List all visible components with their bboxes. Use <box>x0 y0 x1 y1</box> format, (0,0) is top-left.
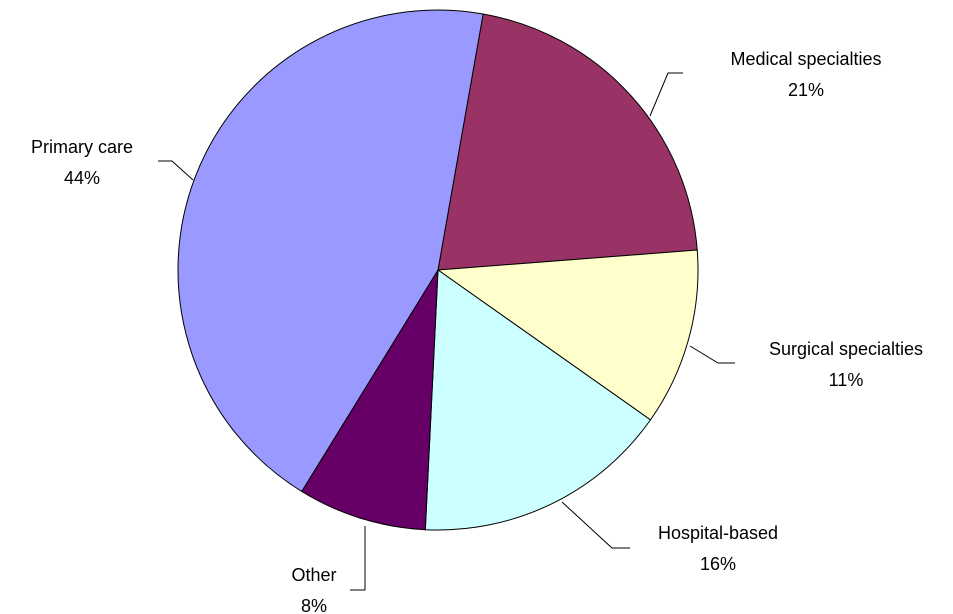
slice-label: Hospital-based <box>658 523 778 543</box>
slice-label: Primary care <box>31 137 133 157</box>
pie-slice <box>436 249 699 421</box>
pie-slice <box>177 9 484 493</box>
leader-line <box>649 72 683 117</box>
slice-value-label: 16% <box>700 554 736 574</box>
slice-value-label: 21% <box>788 80 824 100</box>
pie-slice <box>301 269 439 531</box>
pie-slice <box>424 269 652 531</box>
leader-line <box>350 526 366 591</box>
slice-label: Medical specialties <box>730 49 881 69</box>
leader-line <box>689 345 735 364</box>
slice-label: Surgical specialties <box>769 339 923 359</box>
leader-line <box>158 160 194 181</box>
leader-line <box>561 501 630 549</box>
slice-label: Other <box>291 565 336 585</box>
slice-value-label: 8% <box>301 596 327 614</box>
slice-value-label: 44% <box>64 168 100 188</box>
pie-slice <box>437 13 698 271</box>
slice-value-label: 11% <box>829 370 864 390</box>
